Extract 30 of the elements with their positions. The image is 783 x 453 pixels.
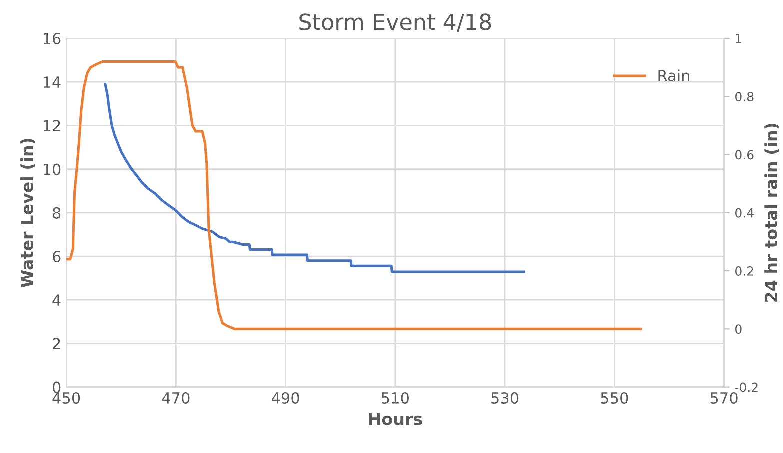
- line-series: [66, 60, 642, 330]
- y2-tick-label: 0.8: [736, 92, 754, 102]
- y-tick-label: 2: [53, 338, 60, 350]
- y2-tick-label: -0.2: [735, 382, 758, 392]
- y2-tick-label: 0.2: [736, 266, 754, 276]
- x-tick-label: 510: [382, 392, 409, 404]
- x-axis-title: Hours: [369, 413, 422, 426]
- x-tick-label: 550: [601, 392, 628, 404]
- y2-tick-label: 0: [736, 324, 742, 334]
- x-tick-label: 450: [52, 392, 80, 404]
- y-axis-title: Water Level (in): [20, 138, 36, 288]
- y-tick-label: 10: [44, 164, 61, 176]
- y-tick-label: 0: [52, 382, 61, 394]
- y-tick-label: 8: [53, 207, 61, 219]
- line-series: [104, 83, 526, 274]
- chart-title: Storm Event 4/18: [300, 14, 492, 32]
- y2-tick-label: 1: [736, 34, 742, 44]
- x-tick-label: 490: [272, 392, 300, 404]
- y2-tick-label: 0.4: [736, 208, 754, 218]
- x-tick-label: 470: [162, 392, 190, 404]
- y2-axis-title: 24 hr total rain (in): [764, 124, 780, 302]
- legend-label: Rain: [658, 70, 690, 82]
- y2-tick-label: 0.6: [736, 150, 754, 160]
- y-tick-label: 4: [52, 294, 61, 306]
- x-tick-label: 570: [710, 392, 738, 404]
- y-tick-label: 6: [53, 250, 61, 263]
- y-tick-label: 16: [44, 32, 61, 45]
- y-tick-label: 12: [44, 120, 60, 132]
- y-tick-label: 14: [44, 76, 61, 88]
- x-tick-label: 530: [492, 392, 519, 404]
